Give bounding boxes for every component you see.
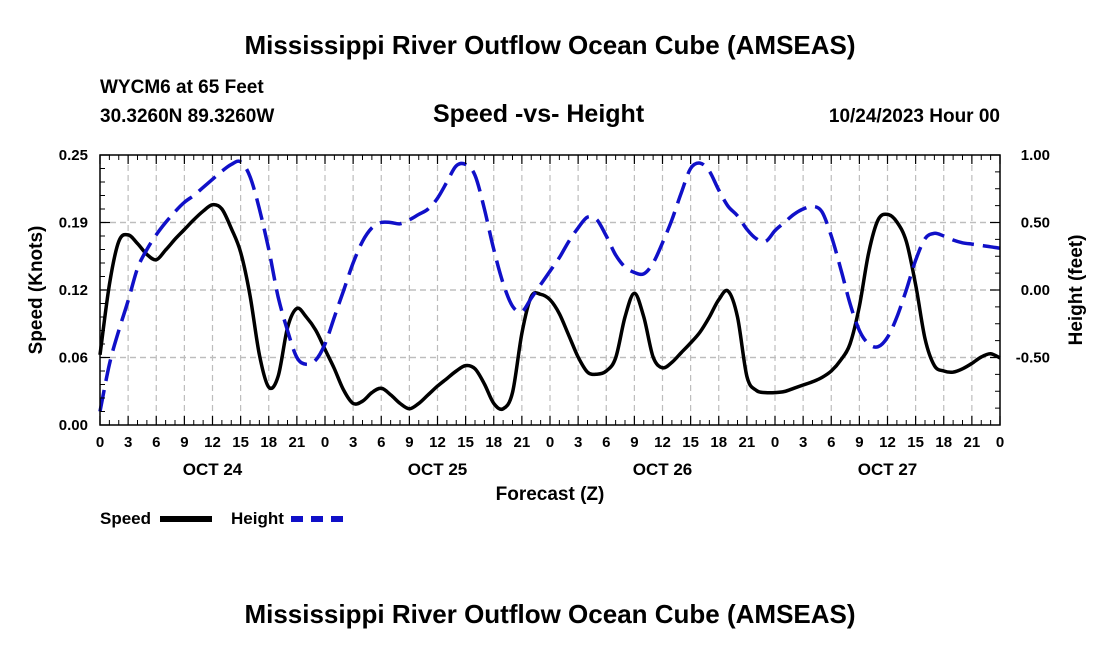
x-tick-label: 9: [855, 434, 863, 451]
x-tick-label: 9: [405, 434, 413, 451]
legend-height-label: Height: [231, 509, 284, 528]
grid-lines: [100, 155, 1000, 425]
x-tick-label: 0: [771, 434, 779, 451]
x-tick-label: 3: [574, 434, 582, 451]
x-tick-label: 18: [260, 434, 277, 451]
axis-labels: 0 3 6 9 12 15 18 21 0 3 6 9 12 15 18 21 0 3 6 9 12 15 18 21 0 3 6 9…: [26, 147, 1087, 505]
legend-speed-swatch: [160, 516, 212, 522]
y-tick-label: 0.12: [59, 282, 88, 299]
x-tick-label: 15: [232, 434, 249, 451]
x-tick-label: 21: [739, 434, 756, 451]
x-tick-label: 18: [710, 434, 727, 451]
x-tick-label: 3: [349, 434, 357, 451]
footer-title: Mississippi River Outflow Ocean Cube (AM…: [244, 599, 856, 629]
y2-tick-label: 0.50: [1021, 215, 1050, 232]
legend-speed-label: Speed: [100, 509, 152, 528]
x-tick-label: 15: [682, 434, 699, 451]
x-tick-label: 6: [602, 434, 610, 451]
x-tick-label: 12: [429, 434, 446, 451]
series-line-speed: [98, 202, 1001, 412]
y-tick-label: 0.06: [59, 350, 88, 367]
x-tick-label: 21: [964, 434, 981, 451]
series-layer: [98, 159, 1001, 412]
y2-tick-label: 1.00: [1021, 147, 1050, 164]
series-line-height: [98, 159, 1001, 412]
x-tick-label: 0: [546, 434, 554, 451]
x-tick-label: 21: [514, 434, 531, 451]
x-tick-label: 6: [152, 434, 160, 451]
y-tick-label: 0.00: [59, 417, 88, 434]
y-tick-label: 0.25: [59, 147, 88, 164]
y-tick-label: 0.19: [59, 215, 88, 232]
chart-subtitle: Speed -vs- Height: [433, 100, 645, 128]
x-tick-label: 0: [996, 434, 1004, 451]
x-tick-label: 15: [457, 434, 474, 451]
x-tick-label: 15: [907, 434, 924, 451]
y-axis-title: Speed (Knots): [26, 226, 47, 355]
x-tick-label: 9: [630, 434, 638, 451]
datetime-label: 10/24/2023 Hour 00: [828, 106, 1000, 127]
x-tick-label: 21: [289, 434, 306, 451]
x-tick-label: 12: [654, 434, 671, 451]
day-label: OCT 27: [858, 460, 918, 479]
y2-axis-title: Height (feet): [1066, 235, 1087, 346]
x-tick-label: 18: [485, 434, 502, 451]
x-tick-label: 12: [879, 434, 896, 451]
y2-tick-label: 0.00: [1021, 282, 1050, 299]
y2-tick-label: -0.50: [1016, 350, 1050, 367]
legend-height-swatch: [291, 516, 343, 522]
x-tick-label: 18: [935, 434, 952, 451]
day-label: OCT 26: [633, 460, 693, 479]
day-label: OCT 24: [183, 460, 243, 479]
station-label: WYCM6 at 65 Feet: [100, 77, 264, 98]
x-tick-label: 3: [799, 434, 807, 451]
location-label: 30.3260N 89.3260W: [100, 106, 275, 127]
x-tick-label: 0: [96, 434, 104, 451]
x-tick-label: 0: [321, 434, 329, 451]
x-tick-label: 12: [204, 434, 221, 451]
x-tick-label: 9: [180, 434, 188, 451]
day-label: OCT 25: [408, 460, 468, 479]
x-tick-label: 6: [377, 434, 385, 451]
x-tick-label: 3: [124, 434, 132, 451]
axis-ticks: [99, 154, 1001, 426]
chart-title: Mississippi River Outflow Ocean Cube (AM…: [244, 30, 856, 60]
x-axis-title: Forecast (Z): [496, 484, 605, 505]
x-tick-label: 6: [827, 434, 835, 451]
